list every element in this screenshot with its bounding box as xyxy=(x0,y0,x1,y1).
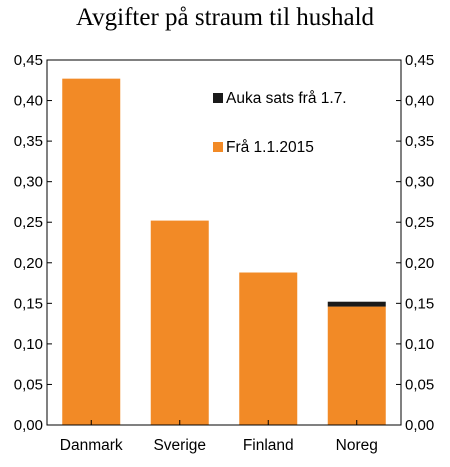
plot-frame xyxy=(46,59,402,426)
y-tick-label-right: 0,15 xyxy=(405,295,434,312)
x-category-label: Danmark xyxy=(60,437,123,454)
y-tick-label-left: 0,45 xyxy=(14,52,43,69)
bar-sverige-series-0 xyxy=(150,220,209,425)
y-axis-left: 0,00 0,05 0,10 0,15 0,20 0,25 0,30 0,35 0,40 0,45 xyxy=(14,52,52,434)
y-tick-label-left: 0,15 xyxy=(14,295,43,312)
y-tick-label-right: 0,05 xyxy=(405,376,434,393)
y-tick-label-left: 0,25 xyxy=(14,214,43,231)
y-tick-label-left: 0,30 xyxy=(14,174,43,191)
bar-noreg-series-1 xyxy=(327,301,386,307)
x-category-label: Finland xyxy=(243,437,294,454)
y-tick-label-left: 0,05 xyxy=(14,376,43,393)
x-category-label: Noreg xyxy=(336,437,378,454)
legend: Auka sats frå 1.7. Frå 1.1.2015 xyxy=(213,90,347,156)
legend-swatch xyxy=(213,93,223,103)
y-tick-label-left: 0,40 xyxy=(14,93,43,110)
legend-label: Frå 1.1.2015 xyxy=(226,139,314,156)
chart-title: Avgifter på straum til hushald xyxy=(75,4,375,31)
bar-noreg-series-0 xyxy=(327,306,386,425)
y-tick-label-right: 0,35 xyxy=(405,133,434,150)
y-tick-label-right: 0,20 xyxy=(405,255,434,272)
y-tick-label-right: 0,30 xyxy=(405,174,434,191)
y-tick-label-right: 0,10 xyxy=(405,336,434,353)
y-tick-label-left: 0,10 xyxy=(14,336,43,353)
y-tick-label-right: 0,40 xyxy=(405,93,434,110)
bar-danmark-series-0 xyxy=(62,78,121,426)
y-tick-label-left: 0,35 xyxy=(14,133,43,150)
y-tick-label-left: 0,00 xyxy=(14,417,43,434)
y-tick-label-left: 0,20 xyxy=(14,255,43,272)
legend-swatch xyxy=(213,142,223,152)
bar-finland-series-0 xyxy=(239,272,298,425)
y-tick-label-right: 0,45 xyxy=(405,52,434,69)
legend-label: Auka sats frå 1.7. xyxy=(226,90,347,107)
y-axis-right: 0,00 0,05 0,10 0,15 0,20 0,25 0,30 0,35 0,40 0,45 xyxy=(396,52,434,434)
x-category-label: Sverige xyxy=(153,437,206,454)
x-axis-categories: Danmark Sverige Finland Noreg xyxy=(60,420,378,454)
y-tick-label-right: 0,25 xyxy=(405,214,434,231)
bars xyxy=(62,78,386,426)
y-tick-label-right: 0,00 xyxy=(405,417,434,434)
